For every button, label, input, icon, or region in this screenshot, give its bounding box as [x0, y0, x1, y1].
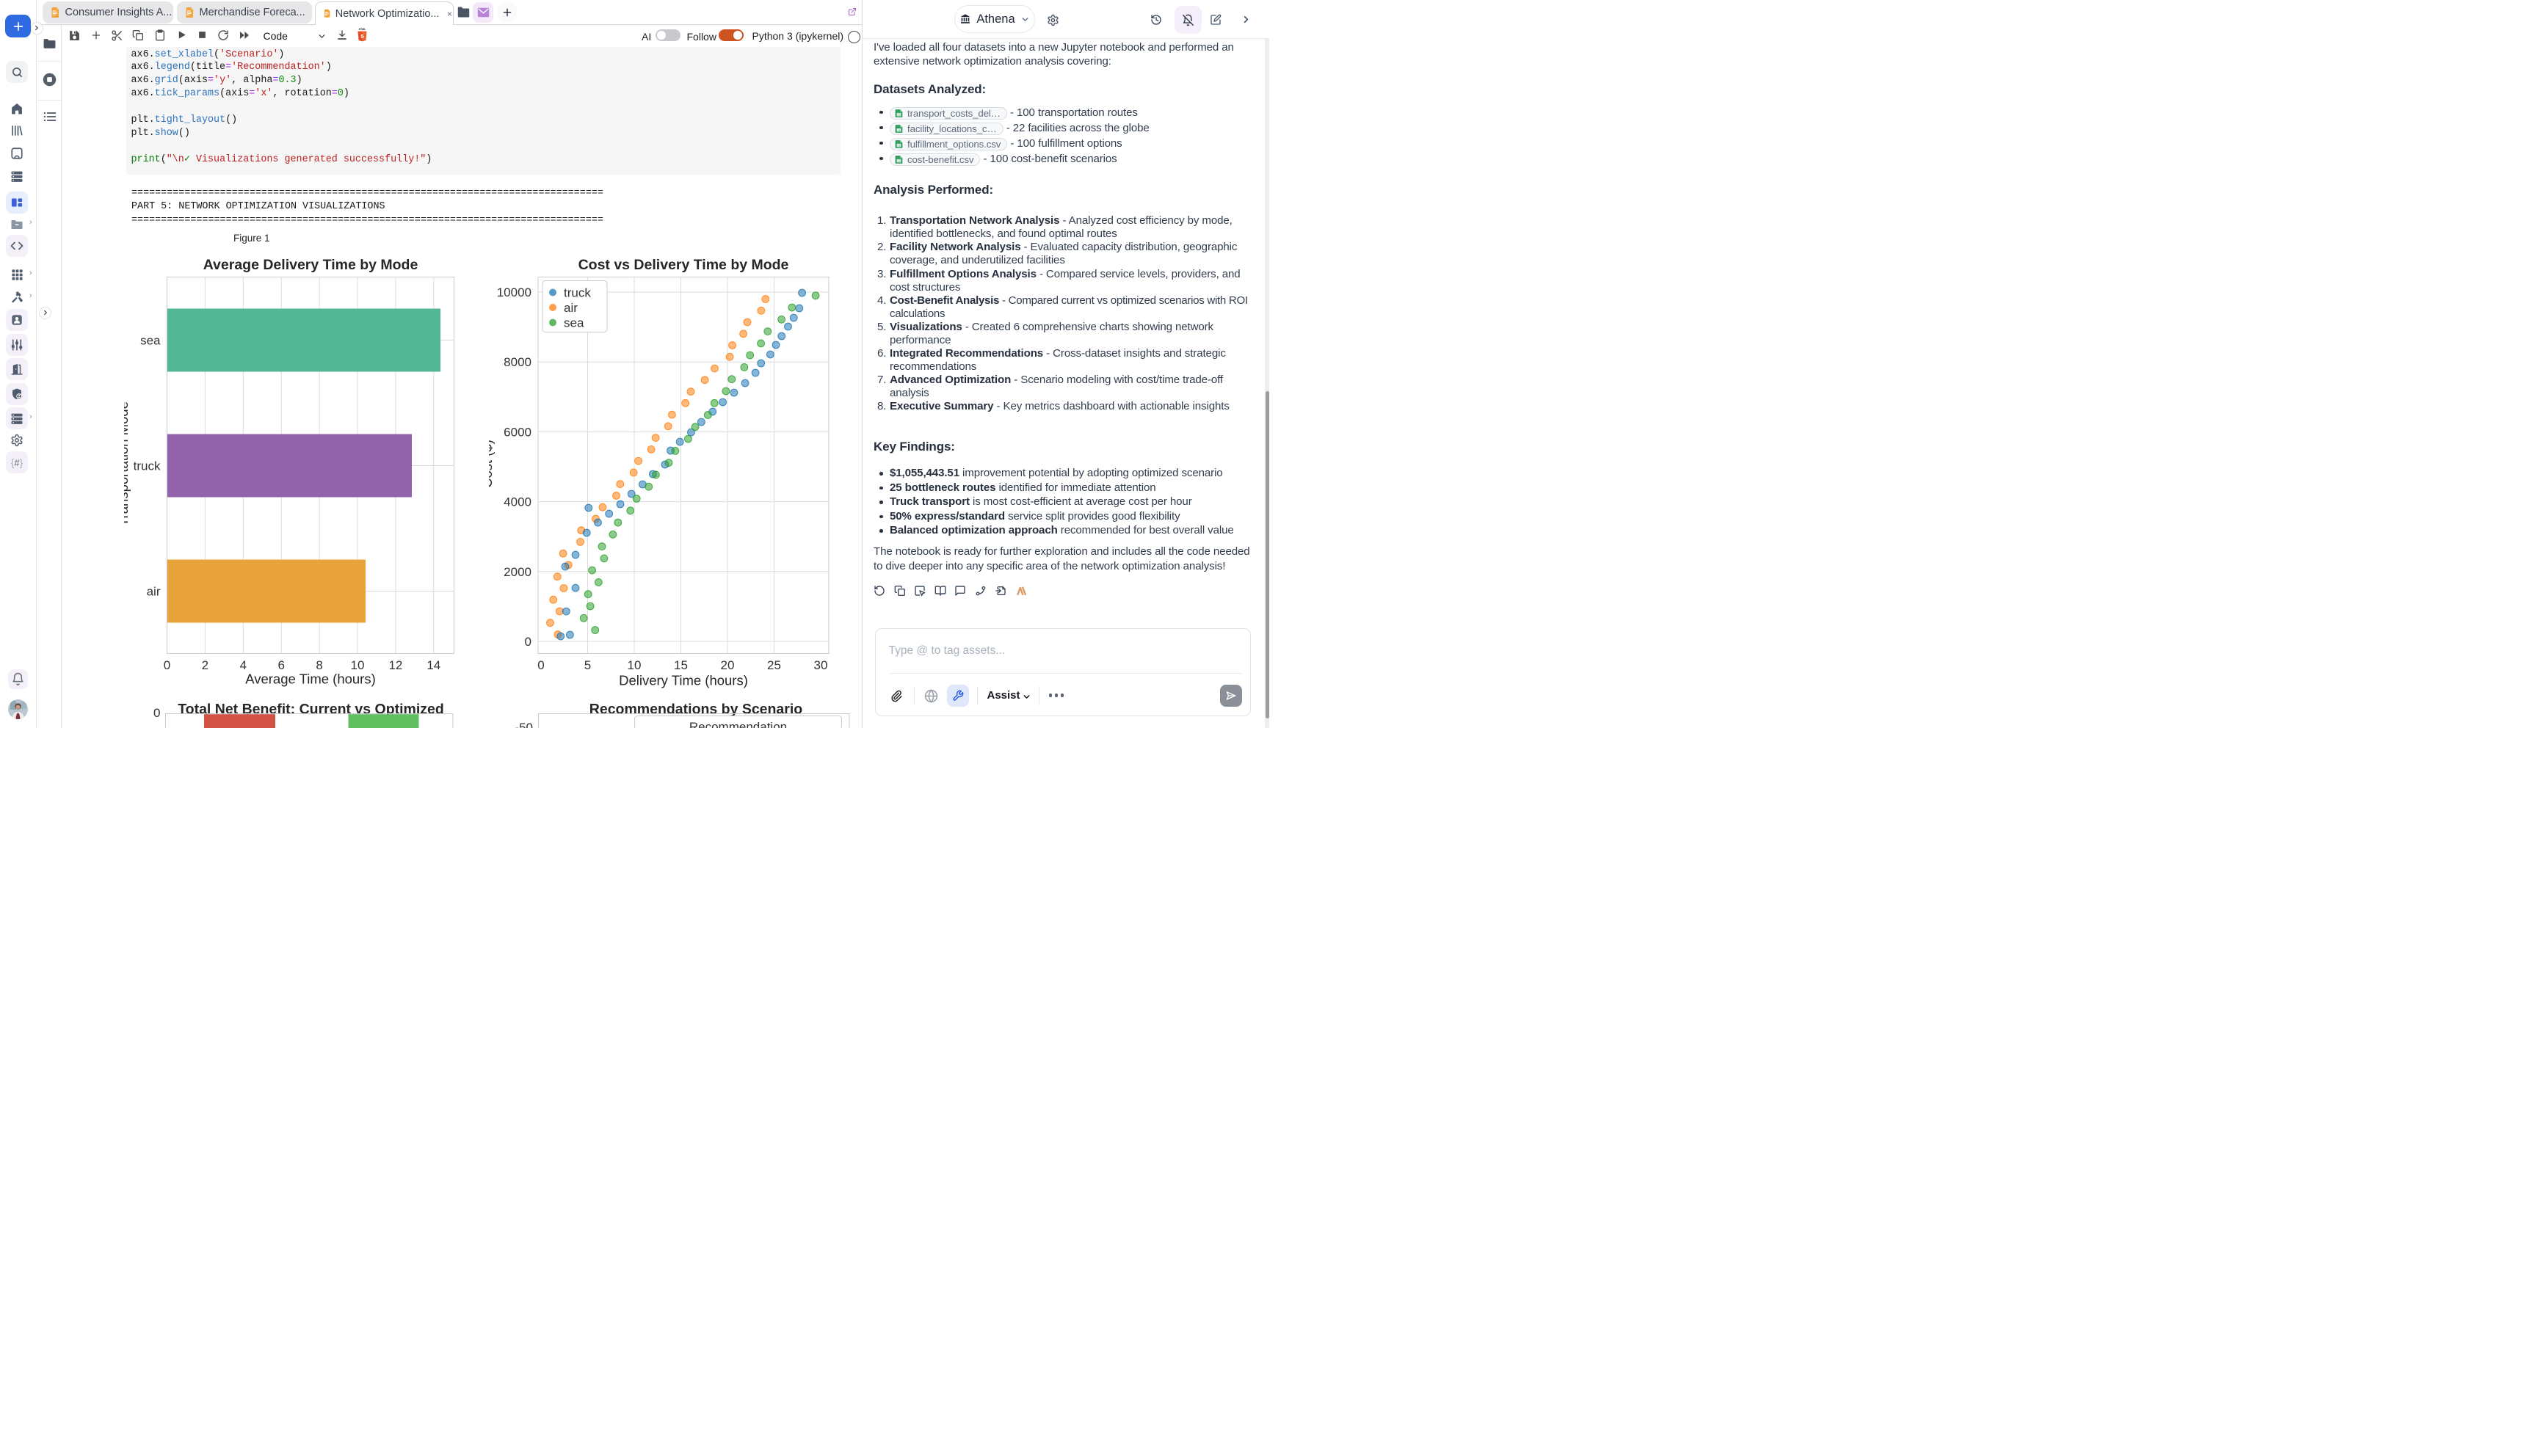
svg-text:2: 2: [202, 658, 208, 672]
svg-text:8000: 8000: [504, 355, 531, 369]
svg-text:truck: truck: [134, 459, 161, 473]
svg-text:Recommendation: Recommendation: [689, 720, 787, 728]
svg-text:0: 0: [164, 658, 170, 672]
svg-text:0: 0: [537, 658, 544, 672]
svg-text:-50: -50: [515, 721, 533, 728]
svg-text:sea: sea: [140, 334, 161, 348]
svg-text:Recommendations by Scenario: Recommendations by Scenario: [589, 702, 803, 718]
svg-text:0: 0: [153, 706, 160, 720]
svg-text:0: 0: [525, 635, 531, 649]
svg-text:10: 10: [351, 658, 365, 672]
svg-text:sea: sea: [564, 316, 584, 330]
svg-text:6: 6: [277, 658, 284, 672]
svg-text:10000: 10000: [497, 285, 531, 299]
svg-text:30: 30: [814, 658, 828, 672]
svg-text:air: air: [147, 585, 161, 599]
svg-text:20: 20: [721, 658, 735, 672]
svg-text:5: 5: [360, 33, 364, 40]
svg-text:14: 14: [427, 658, 440, 672]
svg-text:5: 5: [584, 658, 591, 672]
svg-text:4: 4: [240, 658, 247, 672]
svg-text:Cost vs Delivery Time by Mode: Cost vs Delivery Time by Mode: [578, 257, 789, 273]
svg-text:12: 12: [388, 658, 402, 672]
svg-text:25: 25: [767, 658, 781, 672]
svg-text:4000: 4000: [504, 495, 531, 509]
svg-text:Delivery Time (hours): Delivery Time (hours): [619, 673, 748, 688]
svg-text:Average Delivery Time by Mode: Average Delivery Time by Mode: [203, 257, 418, 273]
svg-text:2000: 2000: [504, 565, 531, 579]
svg-text:6000: 6000: [504, 425, 531, 439]
svg-text:8: 8: [316, 658, 322, 672]
svg-text:air: air: [564, 301, 578, 315]
svg-text:15: 15: [674, 658, 688, 672]
svg-text:Average Time (hours): Average Time (hours): [245, 671, 376, 687]
svg-text:HTML: HTML: [359, 28, 367, 31]
svg-text:truck: truck: [564, 286, 591, 300]
svg-text:10: 10: [628, 658, 642, 672]
